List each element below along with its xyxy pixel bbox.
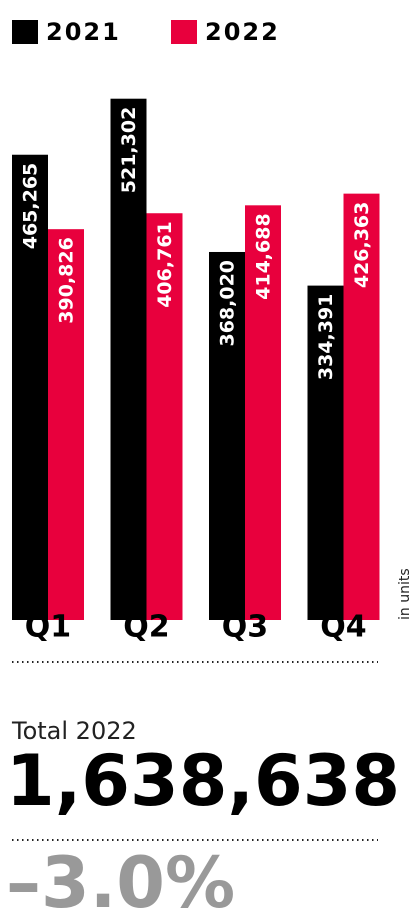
bar — [343, 193, 380, 620]
bar — [245, 205, 281, 620]
legend-label: 2021 — [46, 18, 121, 46]
legend-swatch — [12, 20, 38, 44]
value-label: 414,688 — [253, 213, 275, 300]
y-axis-label: in units — [397, 568, 412, 620]
x-tick-label: Q2 — [123, 610, 169, 645]
bar — [209, 251, 245, 621]
legend-label: 2022 — [205, 18, 280, 46]
bar — [146, 213, 183, 620]
value-label: 334,391 — [315, 294, 337, 381]
x-tick-label: Q1 — [25, 610, 71, 645]
total-label: Total 2022 — [11, 717, 137, 745]
value-label: 406,761 — [154, 221, 176, 308]
bar — [48, 229, 84, 620]
total-value: 1,638,638 — [6, 740, 400, 822]
value-label: 465,265 — [20, 163, 42, 250]
value-label: 368,020 — [217, 260, 239, 347]
bar — [110, 98, 147, 620]
x-tick-label: Q4 — [320, 610, 366, 645]
value-label: 426,363 — [351, 202, 373, 289]
x-tick-label: Q3 — [222, 610, 268, 645]
value-label: 521,302 — [118, 107, 140, 194]
change-value: –3.0% — [6, 842, 235, 922]
bar — [12, 154, 48, 621]
value-label: 390,826 — [56, 237, 78, 324]
legend-swatch — [171, 20, 197, 44]
bar — [307, 285, 344, 620]
